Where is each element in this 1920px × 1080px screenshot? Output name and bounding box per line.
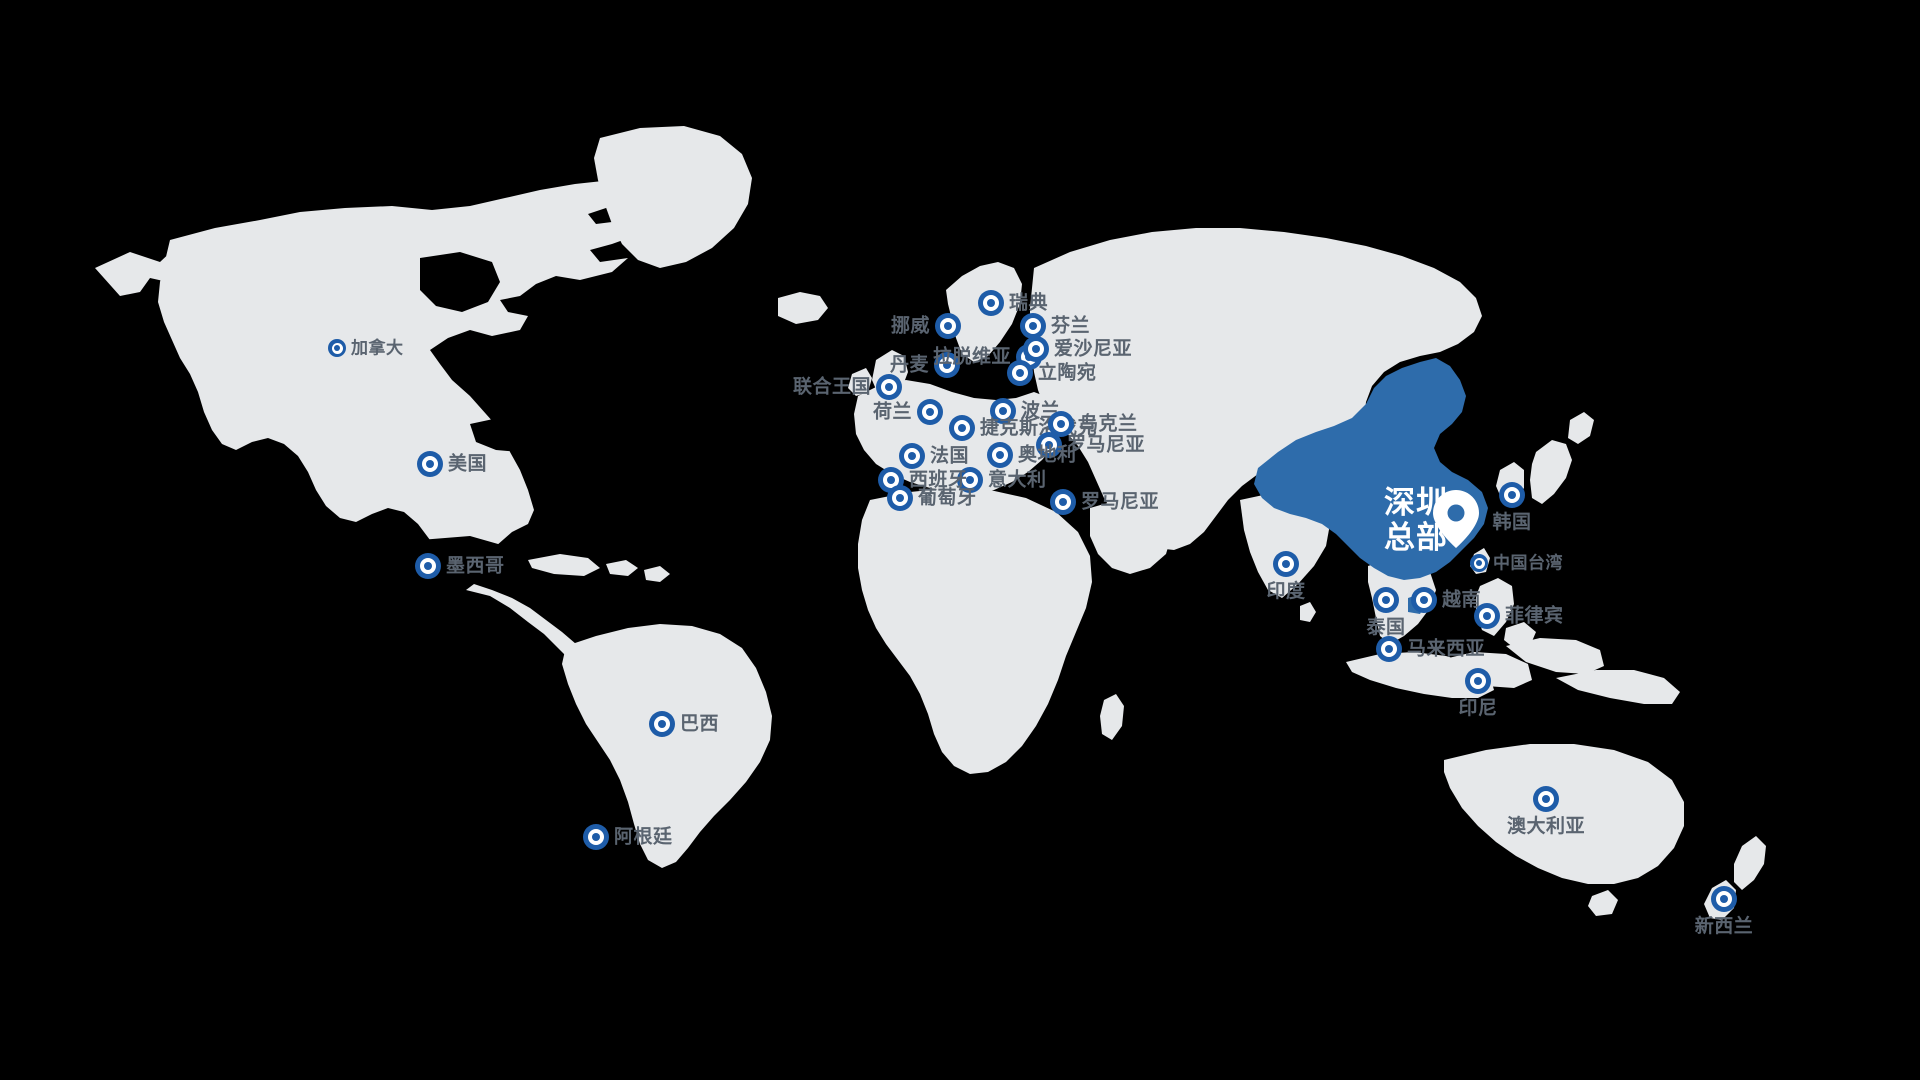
marker-label-australia: 澳大利亚 xyxy=(1506,816,1586,837)
headquarters-label-line2: 总部 xyxy=(1384,519,1448,555)
gulf-of-mexico-cut xyxy=(420,536,520,588)
papua-path xyxy=(1556,670,1680,704)
marker-label-romania-tr: 罗马尼亚 xyxy=(1081,491,1160,513)
eurasia-path xyxy=(1030,228,1482,550)
marker-label-austria: 奥地利 xyxy=(1018,444,1077,466)
marker-label-estonia: 爱沙尼亚 xyxy=(1054,338,1133,360)
australia-path xyxy=(1444,744,1684,884)
marker-label-newzealand: 新西兰 xyxy=(1694,916,1754,937)
location-pin-icon xyxy=(417,451,443,477)
africa-path xyxy=(858,488,1092,774)
location-pin-icon xyxy=(1376,636,1402,662)
location-pin-icon xyxy=(1020,313,1046,339)
location-pin-icon xyxy=(1711,886,1737,912)
madagascar-path xyxy=(1100,694,1124,740)
marker-label-korea: 韩国 xyxy=(1492,512,1532,533)
china-path xyxy=(1254,358,1488,580)
map-pin-icon xyxy=(1433,490,1479,548)
location-pin-icon xyxy=(978,290,1004,316)
location-pin-icon xyxy=(987,442,1013,468)
marker-label-vietnam: 越南 xyxy=(1442,589,1482,611)
marker-label-netherlands: 荷兰 xyxy=(872,401,912,423)
south-america-path xyxy=(562,624,772,868)
location-pin-icon xyxy=(1465,668,1491,694)
location-pin-icon xyxy=(1499,482,1525,508)
location-pin-icon xyxy=(899,443,925,469)
marker-label-france: 法国 xyxy=(930,445,970,467)
greenland-path xyxy=(594,126,752,268)
arabia-path xyxy=(1090,500,1172,574)
location-pin-icon xyxy=(1273,551,1299,577)
location-pin-icon xyxy=(1411,587,1437,613)
location-pin-icon xyxy=(949,415,975,441)
sri-lanka-path xyxy=(1300,602,1316,622)
location-pin-icon xyxy=(957,467,983,493)
marker-label-usa: 美国 xyxy=(448,453,488,475)
north-america-path xyxy=(95,176,660,572)
marker-label-finland: 芬兰 xyxy=(1051,315,1091,337)
location-pin-icon xyxy=(887,485,913,511)
location-pin-icon xyxy=(876,374,902,400)
marker-label-indonesia: 印尼 xyxy=(1458,698,1498,719)
marker-label-uk: 联合王国 xyxy=(792,376,871,398)
japan-path xyxy=(1530,412,1594,504)
headquarters-label-line1: 深圳 xyxy=(1384,485,1448,520)
headquarters-label: 深圳 总部 xyxy=(1384,485,1448,555)
central-america-path xyxy=(466,584,584,664)
marker-label-india: 印度 xyxy=(1266,581,1306,602)
marker-label-ukraine: 乌克兰 xyxy=(1079,413,1138,435)
philippines-path xyxy=(1476,578,1536,648)
marker-label-denmark: 丹麦 xyxy=(889,354,929,376)
marker-label-sweden: 瑞典 xyxy=(1009,292,1049,314)
location-pin-icon xyxy=(1050,489,1076,515)
marker-label-argentina: 阿根廷 xyxy=(614,826,673,848)
marker-label-portugal: 葡萄牙 xyxy=(918,487,977,509)
location-pin-icon xyxy=(1533,786,1559,812)
hudson-bay-cut xyxy=(420,252,500,312)
location-pin-icon xyxy=(1373,587,1399,613)
iceland-path xyxy=(778,292,828,324)
location-pin-icon xyxy=(649,711,675,737)
marker-label-lithuania: 立陶宛 xyxy=(1038,362,1097,384)
marker-label-norway: 挪威 xyxy=(890,315,930,337)
location-pin-icon xyxy=(934,352,960,378)
location-pin-icon xyxy=(935,313,961,339)
marker-label-malaysia: 马来西亚 xyxy=(1407,638,1486,660)
marker-label-mexico: 墨西哥 xyxy=(446,555,505,577)
location-pin-icon xyxy=(1470,554,1488,572)
location-pin-icon xyxy=(917,399,943,425)
marker-label-canada: 加拿大 xyxy=(351,338,404,358)
great-lakes-cut xyxy=(470,418,534,452)
caribbean-path xyxy=(528,554,670,582)
location-pin-icon xyxy=(328,339,346,357)
marker-label-romania-eu: 罗马尼亚 xyxy=(1067,434,1146,456)
sea-peninsula-path xyxy=(1368,558,1436,644)
location-pin-icon xyxy=(1036,432,1062,458)
marker-label-brazil: 巴西 xyxy=(680,713,720,735)
location-pin-icon xyxy=(1023,336,1049,362)
tasmania-path xyxy=(1588,890,1618,916)
location-pin-icon xyxy=(415,553,441,579)
continents-group xyxy=(95,126,1766,920)
location-pin-icon xyxy=(1007,360,1033,386)
location-pin-icon xyxy=(1474,603,1500,629)
marker-label-thailand: 泰国 xyxy=(1366,617,1406,638)
location-pin-icon xyxy=(583,824,609,850)
location-pin-icon xyxy=(1048,411,1074,437)
location-pin-icon xyxy=(990,398,1016,424)
marker-label-taiwan: 中国台湾 xyxy=(1493,553,1563,573)
marker-label-spain: 西班牙 xyxy=(909,469,968,491)
india-path xyxy=(1240,494,1330,598)
marker-label-philippines: 菲律宾 xyxy=(1505,605,1564,627)
marker-label-italy: 意大利 xyxy=(988,469,1047,491)
marker-label-latvia: 拉脱维亚 xyxy=(932,346,1011,368)
